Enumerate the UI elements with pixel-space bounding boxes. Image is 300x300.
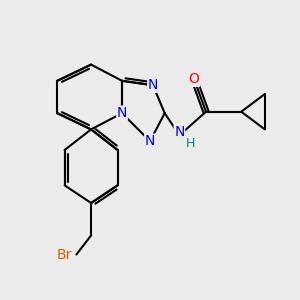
Text: N: N bbox=[145, 134, 155, 148]
Text: Br: Br bbox=[57, 248, 72, 262]
Text: N: N bbox=[117, 106, 127, 120]
Text: N: N bbox=[174, 125, 184, 139]
Text: O: O bbox=[189, 72, 200, 86]
Text: H: H bbox=[186, 137, 195, 150]
Text: N: N bbox=[148, 78, 158, 92]
